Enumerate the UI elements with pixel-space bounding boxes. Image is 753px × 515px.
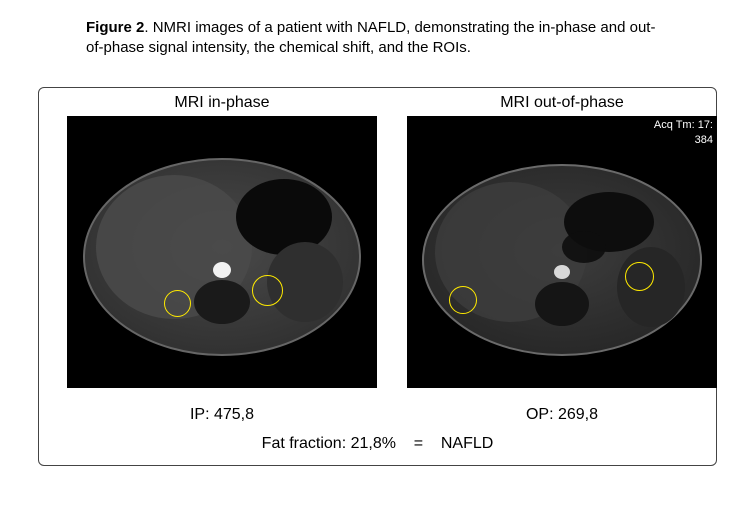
diagnosis: NAFLD	[441, 435, 493, 452]
acq-line-1: Acq Tm: 17:	[654, 118, 713, 133]
aorta-r	[554, 265, 570, 279]
ip-value: IP: 475,8	[67, 406, 377, 424]
figure-label-sep: .	[144, 19, 152, 36]
acq-line-2: 384	[654, 133, 713, 148]
fat-fraction-value: Fat fraction: 21,8%	[262, 435, 396, 452]
figure-caption-text: NMRI images of a patient with NAFLD, dem…	[86, 19, 655, 56]
mri-image-in-phase	[67, 116, 377, 388]
mri-body-out-of-phase	[419, 152, 705, 362]
equals-sign: =	[414, 435, 423, 452]
aorta-l	[213, 262, 231, 278]
spine-r	[535, 282, 589, 326]
title-out-of-phase: MRI out-of-phase	[407, 94, 717, 112]
mri-image-out-of-phase: Acq Tm: 17: 384	[407, 116, 717, 388]
mri-body-in-phase	[79, 152, 365, 362]
column-in-phase: MRI in-phase	[67, 88, 377, 424]
spine-l	[194, 280, 250, 324]
title-in-phase: MRI in-phase	[67, 94, 377, 112]
op-value: OP: 269,8	[407, 406, 717, 424]
figure-label: Figure 2	[86, 19, 144, 36]
stomach-l	[236, 179, 332, 255]
mri-svg-in-phase	[79, 152, 365, 362]
mri-svg-out-of-phase	[419, 152, 705, 362]
figure-panel: MRI in-phase	[38, 87, 717, 466]
figure-page: Figure 2. NMRI images of a patient with …	[0, 0, 753, 515]
fat-fraction-line: Fat fraction: 21,8% = NAFLD	[39, 435, 716, 453]
bowel-r1	[562, 231, 606, 263]
spleen-l	[267, 242, 343, 322]
spleen-r	[617, 247, 685, 327]
acq-overlay: Acq Tm: 17: 384	[654, 118, 713, 149]
figure-caption: Figure 2. NMRI images of a patient with …	[86, 18, 666, 59]
column-out-of-phase: MRI out-of-phase Acq Tm: 17: 384	[407, 88, 717, 424]
